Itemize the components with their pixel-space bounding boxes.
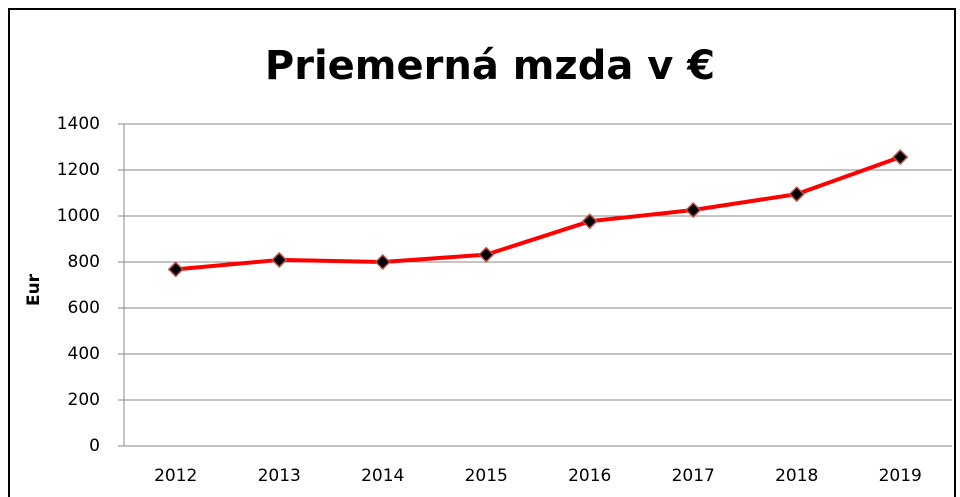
x-tick-label: 2017 — [672, 466, 715, 486]
x-tick-label: 2015 — [465, 466, 508, 486]
point-marker — [685, 201, 702, 219]
chart-title: Priemerná mzda v € — [265, 43, 715, 89]
x-tick-label: 2013 — [258, 466, 301, 486]
y-tick-label: 400 — [68, 344, 100, 364]
point-marker — [788, 186, 805, 203]
y-tick-label: 200 — [68, 390, 100, 410]
x-tick-label: 2014 — [361, 466, 404, 486]
x-tick-label: 2018 — [775, 466, 818, 486]
point-marker — [271, 251, 288, 268]
x-tick-label: 2012 — [154, 466, 197, 486]
point-marker — [167, 261, 184, 278]
y-tick-label: 0 — [89, 436, 100, 456]
y-tick-label: 1200 — [57, 160, 100, 180]
x-tick-label: 2019 — [879, 466, 922, 486]
point-marker — [581, 213, 598, 230]
series-line — [175, 155, 901, 272]
y-tick-label: 800 — [68, 252, 100, 272]
x-tick-label: 2016 — [568, 466, 611, 486]
point-marker — [478, 246, 495, 263]
y-tick-label: 600 — [68, 298, 100, 318]
y-tick-label: 1000 — [57, 206, 100, 226]
y-axis-label: Eur — [24, 273, 44, 306]
y-tick-label: 1400 — [57, 114, 100, 134]
point-marker — [374, 253, 391, 271]
point-marker — [892, 149, 909, 166]
